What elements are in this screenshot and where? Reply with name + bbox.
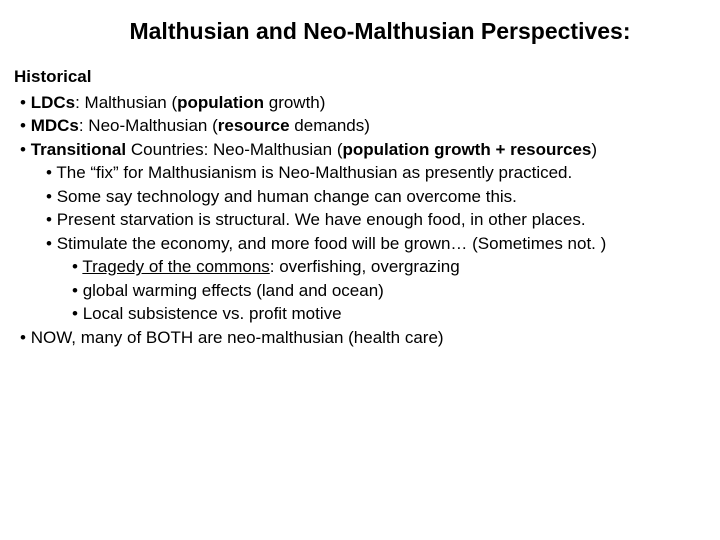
list-item: Stimulate the economy, and more food wil… [46,232,706,326]
text-bold: LDCs [31,93,75,112]
bullet-list-level-3: Tragedy of the commons: overfishing, ove… [46,255,706,325]
text: : Malthusian ( [75,93,177,112]
text-bold: population growth + resources [342,140,591,159]
text: demands) [290,116,370,135]
list-item: NOW, many of BOTH are neo-malthusian (he… [20,326,706,349]
list-item: MDCs: Neo-Malthusian (resource demands) [20,114,706,137]
text: Countries: Neo-Malthusian ( [126,140,342,159]
list-item: Local subsistence vs. profit motive [72,302,706,325]
text-bold: MDCs [31,116,79,135]
text: ) [591,140,597,159]
list-item: Some say technology and human change can… [46,185,706,208]
list-item: LDCs: Malthusian (population growth) [20,91,706,114]
slide-title: Malthusian and Neo-Malthusian Perspectiv… [14,18,706,45]
list-item: The “fix” for Malthusianism is Neo-Malth… [46,161,706,184]
text: : overfishing, overgrazing [270,257,460,276]
text-bold: Transitional [31,140,126,159]
text-underline: Tragedy of the commons [82,257,269,276]
text-bold: population [177,93,264,112]
text: Stimulate the economy, and more food wil… [57,234,607,253]
list-item: Transitional Countries: Neo-Malthusian (… [20,138,706,326]
text: : Neo-Malthusian ( [79,116,218,135]
list-item: Present starvation is structural. We hav… [46,208,706,231]
bullet-list-level-2: The “fix” for Malthusianism is Neo-Malth… [20,161,706,325]
text: growth) [264,93,325,112]
text-bold: resource [218,116,290,135]
list-item: Tragedy of the commons: overfishing, ove… [72,255,706,278]
list-item: global warming effects (land and ocean) [72,279,706,302]
section-heading: Historical [14,67,706,87]
bullet-list-level-1: LDCs: Malthusian (population growth) MDC… [14,91,706,349]
